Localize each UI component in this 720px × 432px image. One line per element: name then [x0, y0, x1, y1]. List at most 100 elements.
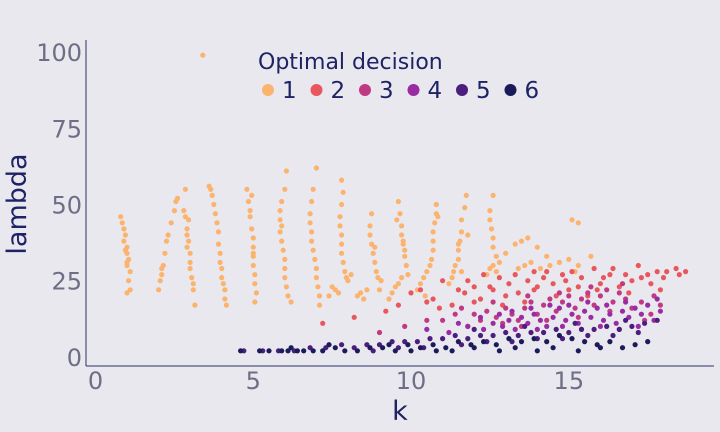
- data-point: [673, 265, 679, 272]
- data-point: [582, 339, 588, 345]
- data-point: [518, 238, 525, 244]
- data-point: [370, 250, 376, 256]
- data-point: [563, 278, 569, 284]
- data-point: [121, 226, 127, 232]
- data-point: [408, 348, 414, 354]
- data-point: [430, 238, 436, 244]
- data-point: [186, 238, 192, 244]
- data-point: [575, 314, 581, 320]
- data-point: [369, 241, 375, 247]
- data-point: [452, 332, 458, 339]
- data-point: [503, 305, 509, 311]
- data-point: [339, 232, 345, 238]
- data-point: [597, 281, 604, 287]
- data-point: [458, 217, 465, 223]
- data-point: [316, 302, 323, 308]
- data-point: [285, 293, 291, 299]
- data-point: [531, 287, 537, 293]
- data-point: [121, 238, 127, 244]
- data-point: [288, 345, 294, 351]
- data-point: [619, 281, 626, 287]
- data-point: [313, 265, 319, 272]
- data-point: [623, 317, 629, 323]
- data-point: [397, 211, 403, 217]
- data-point: [550, 314, 556, 320]
- data-point: [309, 238, 315, 244]
- data-point: [591, 326, 597, 332]
- data-point: [481, 272, 487, 278]
- data-point: [386, 342, 392, 348]
- data-point: [553, 326, 559, 332]
- data-point: [174, 195, 181, 201]
- data-point: [496, 275, 502, 281]
- y-tick-label: 100: [36, 39, 82, 67]
- data-point: [585, 299, 591, 305]
- data-point: [168, 220, 174, 226]
- data-point: [623, 299, 629, 305]
- data-point: [481, 339, 487, 345]
- data-point: [189, 275, 195, 281]
- data-point: [219, 265, 225, 272]
- legend-marker: [359, 84, 371, 96]
- data-point: [541, 275, 547, 281]
- data-point: [443, 345, 449, 351]
- data-point: [313, 165, 319, 171]
- data-point: [159, 265, 165, 272]
- data-point: [288, 299, 294, 305]
- data-point: [124, 259, 130, 265]
- data-point: [541, 302, 547, 308]
- data-point: [408, 290, 414, 296]
- data-point: [430, 296, 436, 302]
- x-tick-label: 10: [396, 367, 427, 395]
- data-point: [335, 290, 342, 296]
- data-point: [383, 308, 389, 314]
- data-point: [337, 214, 343, 220]
- data-point: [455, 339, 461, 345]
- data-point: [512, 272, 518, 278]
- data-point: [503, 250, 509, 256]
- data-point: [253, 290, 259, 296]
- data-point: [522, 299, 528, 305]
- data-point: [238, 348, 244, 354]
- data-point: [200, 52, 206, 58]
- data-point: [676, 272, 682, 278]
- data-point: [435, 214, 441, 220]
- data-point: [446, 281, 452, 287]
- data-point: [424, 317, 430, 323]
- data-point: [249, 192, 255, 198]
- data-point: [496, 259, 502, 265]
- data-point: [326, 293, 332, 299]
- data-point: [252, 281, 258, 287]
- legend-marker: [310, 84, 323, 96]
- data-point: [405, 272, 411, 278]
- data-point: [585, 332, 591, 339]
- data-point: [127, 287, 133, 293]
- data-point: [282, 256, 288, 262]
- data-point: [215, 241, 222, 247]
- data-point: [429, 256, 435, 262]
- data-point: [525, 235, 531, 241]
- data-point: [279, 238, 285, 244]
- data-point: [556, 259, 563, 265]
- data-point: [522, 262, 528, 269]
- data-point: [604, 323, 610, 329]
- data-point: [578, 326, 585, 332]
- data-point: [657, 308, 664, 314]
- data-point: [367, 223, 373, 229]
- data-point: [277, 217, 283, 223]
- data-point: [424, 269, 430, 275]
- data-point: [430, 342, 436, 348]
- data-point: [544, 253, 550, 259]
- data-point: [531, 336, 537, 342]
- series-4: [424, 296, 664, 336]
- legend-title: Optimal decision: [258, 50, 443, 75]
- data-point: [124, 290, 130, 296]
- data-point: [440, 336, 446, 342]
- data-point: [613, 320, 619, 326]
- data-point: [635, 329, 641, 336]
- data-point: [417, 281, 424, 287]
- data-point: [496, 348, 502, 354]
- data-point: [402, 253, 408, 259]
- data-point: [310, 247, 316, 253]
- data-point: [500, 323, 506, 329]
